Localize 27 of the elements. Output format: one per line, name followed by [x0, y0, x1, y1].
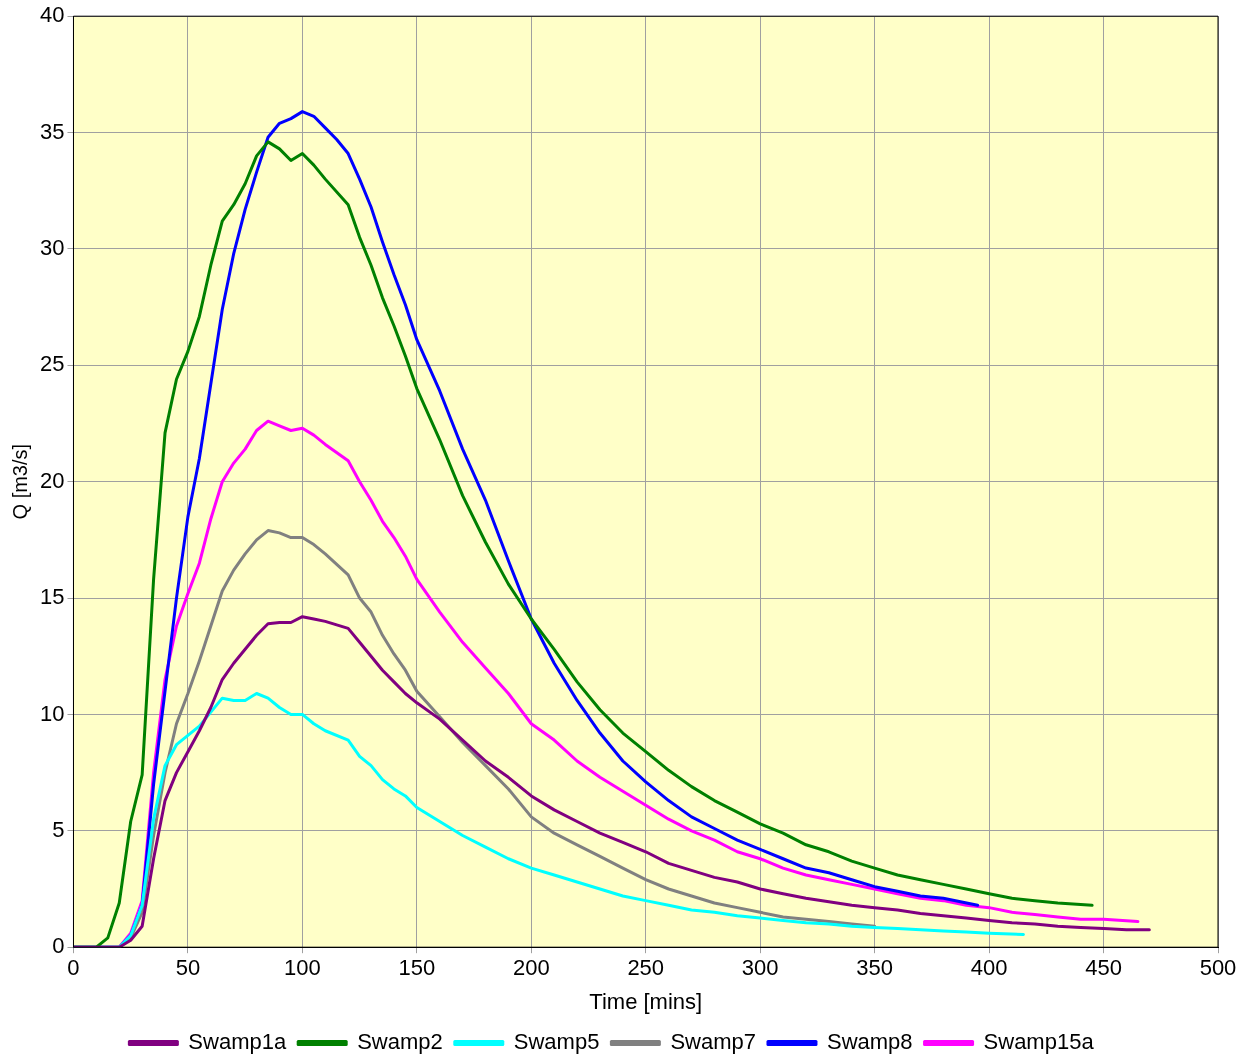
y-tick-label: 0 — [52, 933, 65, 959]
x-tick-label: 350 — [856, 955, 893, 981]
y-tick-label: 40 — [39, 2, 65, 28]
legend-label: Swamp1a — [188, 1029, 287, 1055]
y-tick-label: 30 — [39, 235, 65, 261]
x-tick-label: 300 — [741, 955, 779, 981]
legend-label: Swamp5 — [513, 1029, 600, 1055]
x-tick-label: 400 — [970, 955, 1008, 981]
x-tick-label: 100 — [284, 955, 321, 981]
legend-label: Swamp15a — [983, 1029, 1095, 1055]
legend-label: Swamp7 — [670, 1029, 756, 1055]
y-axis-title: Q [m3/s] — [8, 443, 31, 520]
x-tick-label: 150 — [398, 955, 436, 981]
legend-label: Swamp2 — [357, 1029, 443, 1055]
y-tick-label: 10 — [39, 700, 65, 726]
x-axis-title: Time [mins] — [589, 988, 703, 1014]
x-tick-label: 500 — [1199, 955, 1237, 981]
y-tick-label: 20 — [39, 467, 65, 493]
y-tick-label: 15 — [39, 584, 65, 610]
x-tick-label: 450 — [1085, 955, 1122, 981]
x-tick-label: 200 — [512, 955, 550, 981]
y-tick-label: 35 — [39, 118, 65, 144]
y-tick-label: 25 — [39, 351, 65, 377]
legend-label: Swamp8 — [826, 1029, 913, 1055]
x-tick-label: 250 — [627, 955, 665, 981]
x-tick-label: 50 — [175, 955, 201, 981]
y-tick-label: 5 — [52, 816, 65, 842]
